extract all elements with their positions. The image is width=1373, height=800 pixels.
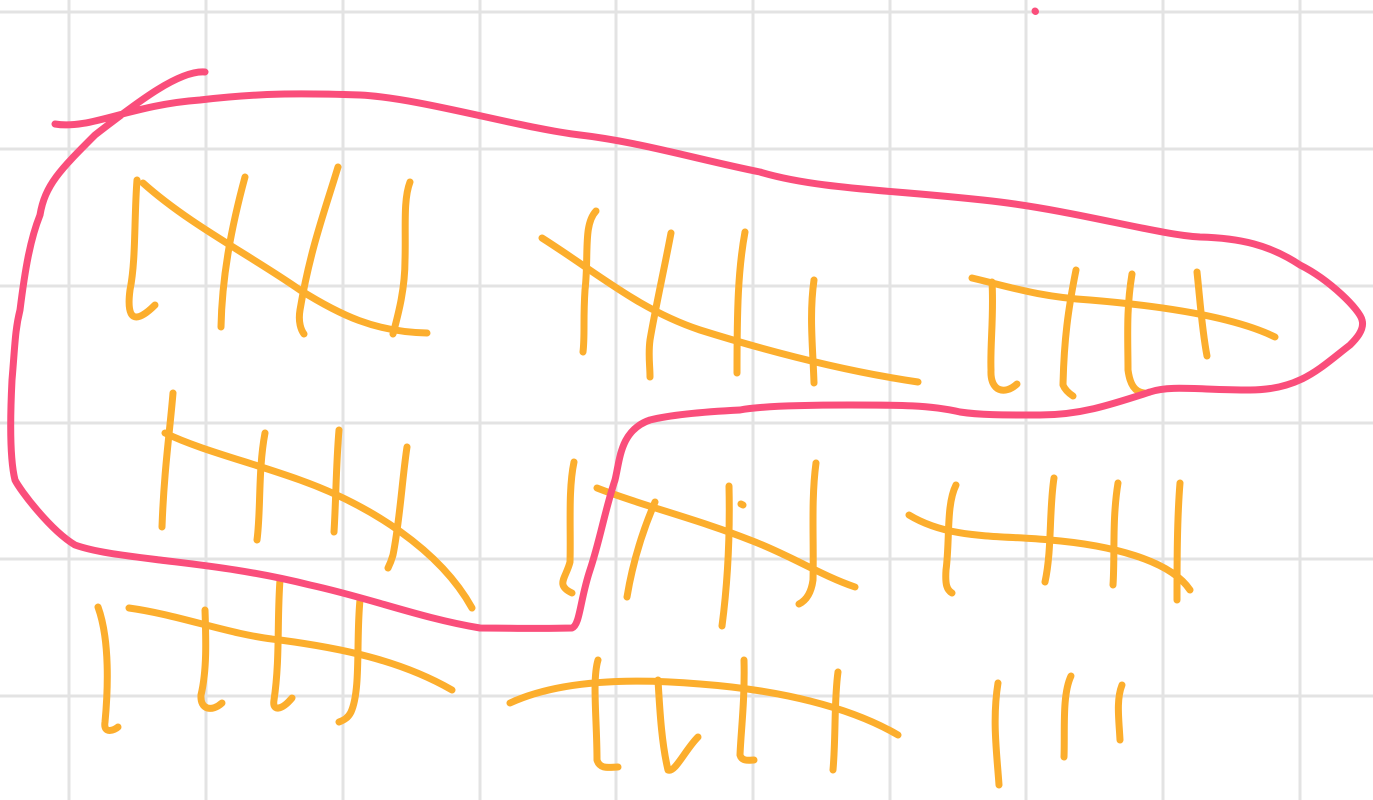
tally-mark (158, 389, 177, 531)
tally-group-5 (559, 458, 859, 630)
tally-mark (1124, 270, 1148, 397)
tally-group-8 (506, 656, 902, 774)
tally-mark (591, 656, 622, 771)
tally-mark (1059, 266, 1080, 400)
tally-mark (1060, 672, 1075, 761)
tally-group-3 (968, 266, 1279, 400)
tally-strike (161, 429, 476, 612)
tally-mark (942, 481, 960, 597)
tally-mark (623, 498, 659, 601)
tally-mark (737, 500, 747, 509)
tally-mark (389, 178, 414, 338)
tally-mark (94, 603, 122, 734)
tally-mark (253, 429, 269, 544)
tally-strike (506, 677, 902, 739)
tally-group-7 (94, 576, 456, 734)
tally-strike (968, 274, 1279, 341)
tally-group-9 (991, 672, 1126, 789)
tally-mark (559, 458, 578, 597)
tally-mark (1109, 479, 1122, 589)
tally-strike (905, 511, 1194, 594)
tally-mark (579, 207, 600, 356)
tally-mark (991, 679, 1003, 789)
tally-mark (987, 278, 1021, 394)
tally-strike (538, 234, 922, 386)
tally-strike (139, 179, 431, 337)
tally-mark (718, 482, 733, 630)
tally-mark (645, 229, 675, 381)
tally-mark (1173, 479, 1184, 604)
tally-strike (593, 484, 859, 591)
tally-mark (270, 576, 296, 712)
tally-mark (1114, 681, 1126, 744)
tally-mark (808, 276, 818, 387)
tally-mark (330, 426, 343, 536)
tally-group-2 (538, 207, 922, 387)
tally-mark (1041, 474, 1058, 586)
tally-mark (733, 228, 749, 377)
tally-mark (654, 676, 702, 774)
tally-mark (384, 443, 411, 572)
tally-mark (829, 668, 842, 774)
tally-mark (125, 176, 159, 321)
stray-dot (1031, 7, 1039, 15)
selection-loop (7, 68, 1367, 632)
tally-mark (335, 596, 364, 726)
tally-strike (125, 604, 456, 694)
tally-group-6 (905, 474, 1194, 604)
tally-group-1 (125, 163, 431, 338)
tally-group-4 (158, 389, 476, 612)
tally-mark (217, 173, 249, 331)
tally-mark (795, 459, 820, 608)
tally-mark (197, 606, 226, 712)
